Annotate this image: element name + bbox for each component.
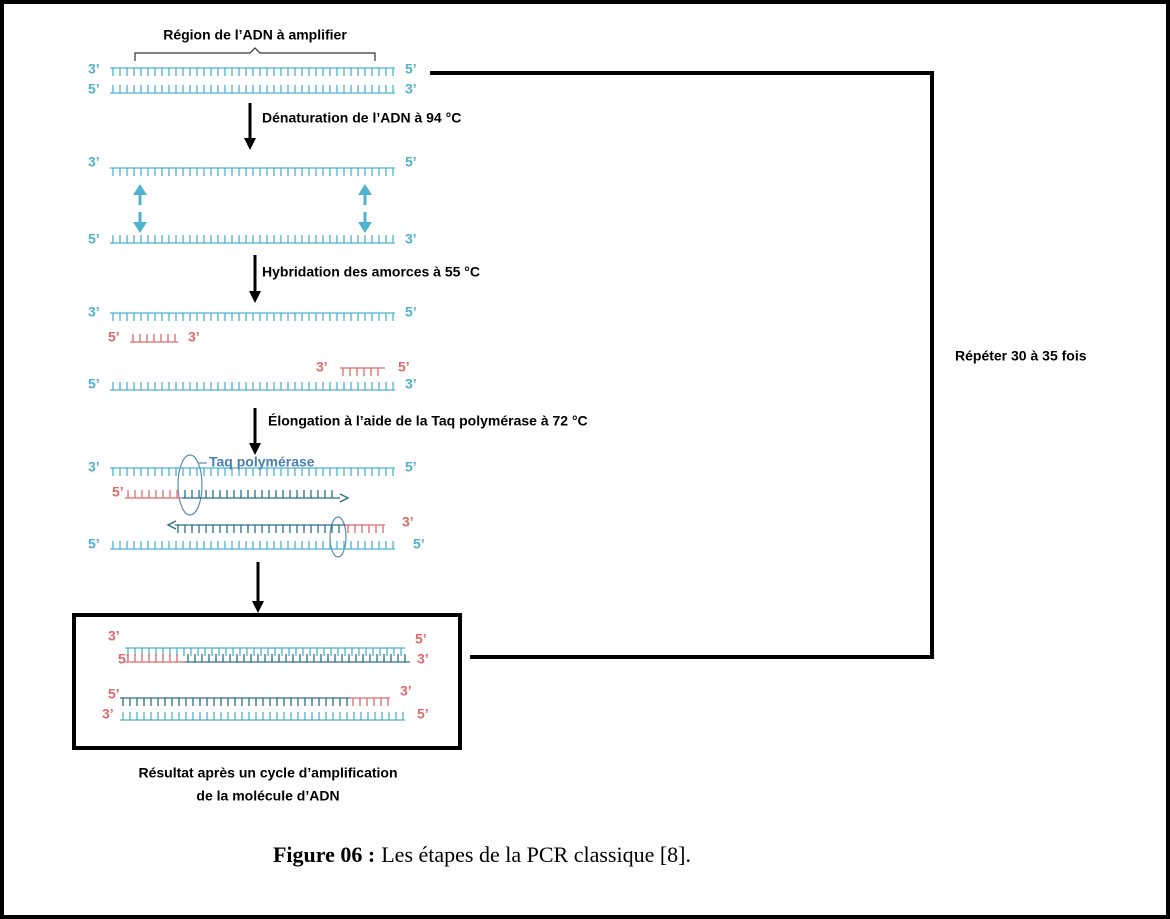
strand-end-label: 3’ [88,61,100,77]
region-label: Région de l’ADN à amplifier [163,27,347,43]
dna-strand [110,68,395,76]
strand-end-label: 3’ [417,651,429,667]
strand-end-label: 5’ [108,686,120,702]
dna-strand [182,490,340,498]
dna-strand [110,85,395,93]
strand-end-label: 5’ [398,359,410,375]
dna-strand [110,313,395,321]
strand-end-label: 5’ [413,536,425,552]
dna-strand [345,525,385,533]
strand-end-label: 5’ [415,631,427,647]
strand-end-label: 5’ [405,459,417,475]
strand-end-label: 5’ [88,536,100,552]
dna-strand [130,334,178,342]
caption-text: Les étapes de la PCR classique [8]. [381,842,691,867]
strand-end-label: 5’ [88,81,100,97]
result-caption: de la molécule d’ADN [196,788,339,804]
dna-strand [175,525,345,533]
strand-end-label: 5’ [88,231,100,247]
separation-arrows [133,184,372,233]
strand-end-label: 3’ [405,376,417,392]
dna-strand [110,541,395,549]
strand-end-label: 3’ [405,231,417,247]
dna-strand [110,168,395,176]
strand-end-label: 5’ [405,304,417,320]
strand-end-label: 3’ [316,359,328,375]
dna-strand [110,382,395,390]
region-bracket [135,48,375,61]
result-box [74,615,460,748]
strand-end-label: 5’ [112,484,124,500]
dna-strand [125,654,185,662]
result-caption: Résultat après un cycle d’amplification [138,765,397,781]
strand-end-label: 3’ [400,683,412,699]
dna-strand [350,698,390,706]
strand-end-label: 3’ [88,154,100,170]
strand-end-label: 5’ [405,61,417,77]
arrow-heads [244,138,264,613]
diagram: 3’5’5’3’3’5’5’3’3’5’5’3’3’5’5’3’3’5’5’3’… [0,0,1170,919]
strand-end-label: 3’ [402,514,414,530]
enzyme-label: Taq polymérase [209,454,315,470]
strand-end-label: 3’ [405,81,417,97]
strand-end-label: 3’ [108,628,120,644]
strand-end-label: 3’ [188,329,200,345]
step-label: Dénaturation de l’ADN à 94 °C [262,110,461,126]
strand-end-label: 3’ [102,706,114,722]
strand-end-label: 5’ [405,154,417,170]
strand-end-label: 5’ [88,376,100,392]
repeat-label: Répéter 30 à 35 fois [955,348,1087,364]
dna-strand [120,712,405,720]
caption-label: Figure 06 : [273,842,375,867]
dna-strand [120,698,350,706]
repeat-loop [430,73,932,657]
strand-end-label: 5’ [108,329,120,345]
figure-caption: Figure 06 :Les étapes de la PCR classiqu… [273,842,691,867]
dna-strand [340,368,385,376]
strand-end-label: 3’ [88,304,100,320]
step-arrows [250,103,258,603]
dna-strand [125,490,182,498]
step-label: Élongation à l’aide de la Taq polymérase… [268,413,588,429]
strand-end-label: 5’ [417,706,429,722]
step-label: Hybridation des amorces à 55 °C [262,264,480,280]
strand-end-label: 5’ [118,651,130,667]
taq-enzyme [178,455,346,557]
strand-end-label: 3’ [88,459,100,475]
dna-strand [110,235,395,243]
